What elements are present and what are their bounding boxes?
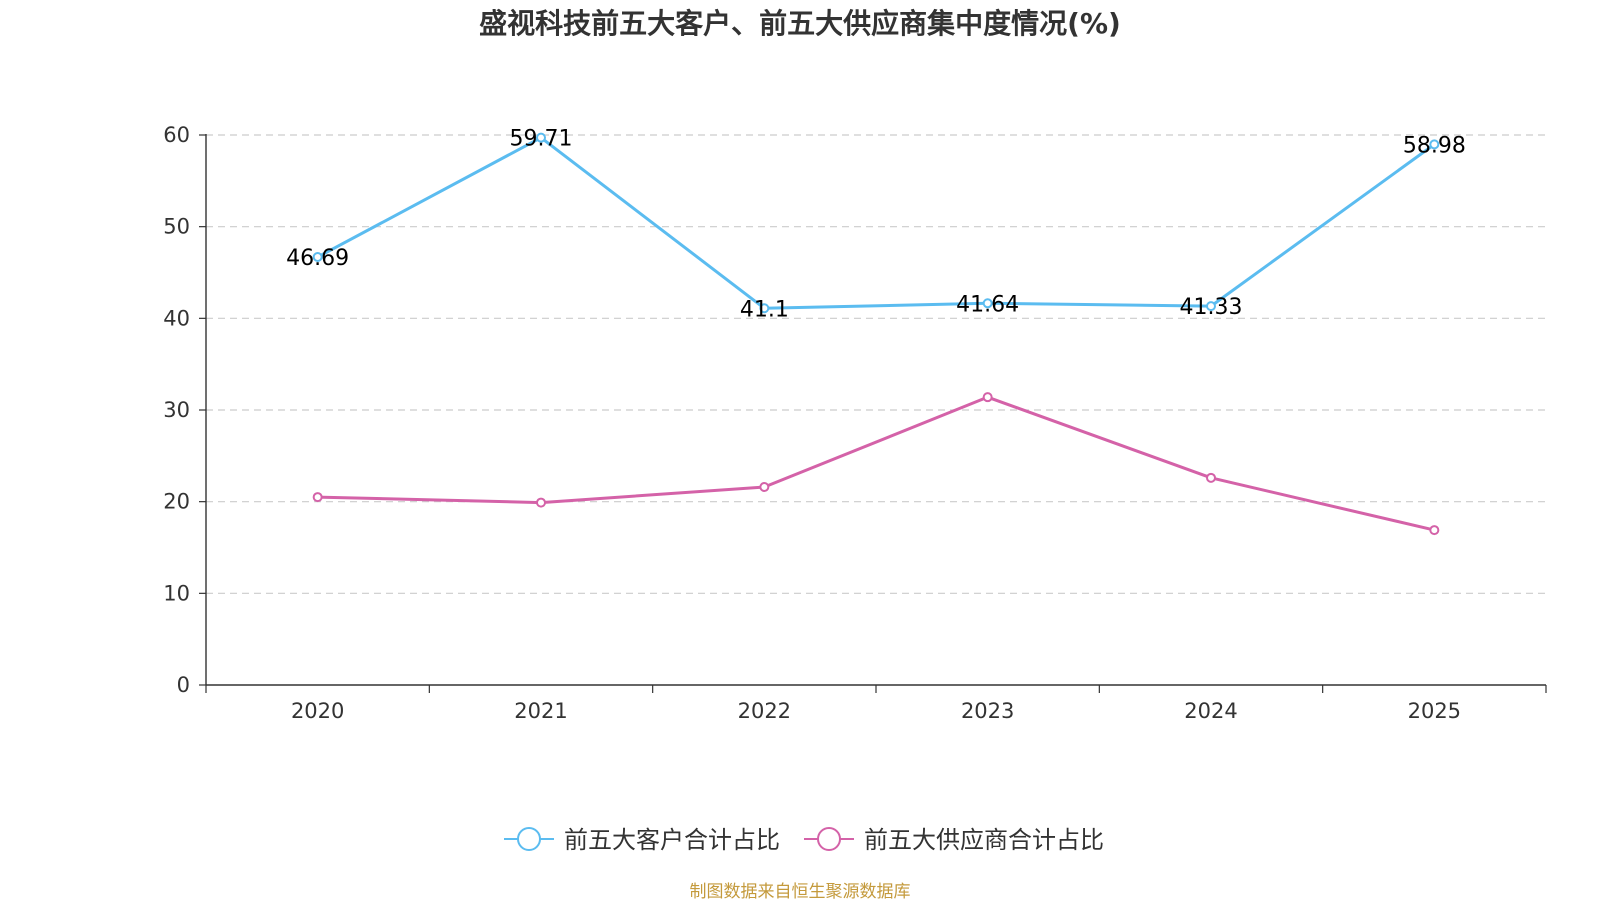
data-label-2020: 46.69: [286, 246, 349, 271]
series-1-point-2024[interactable]: [1206, 301, 1216, 312]
y-tick-label-10: 10: [163, 581, 190, 605]
series-2-point-2020[interactable]: [312, 492, 323, 503]
series-1-point-2023[interactable]: [982, 298, 993, 309]
data-label-2021: 59.71: [510, 127, 573, 152]
x-tick-label-2020: 2020: [291, 699, 344, 723]
series-1-point-2020[interactable]: [312, 252, 323, 263]
chart-title: 盛视科技前五大客户、前五大供应商集中度情况(%): [479, 7, 1121, 40]
x-tick-label-2023: 2023: [961, 699, 1014, 723]
legend-label-2: 前五大供应商合计占比: [864, 826, 1104, 854]
gridlines: [206, 134, 1546, 594]
y-tick-label-50: 50: [163, 215, 190, 239]
legend-marker-2: [817, 827, 841, 851]
x-tick-label-2021: 2021: [514, 699, 567, 723]
data-labels: 46.69 59.71 41.1 41.64 41.33 58.98: [286, 127, 1466, 323]
axes: 0 10 20 30 40 50 60 2020 2021 2022 2023 2024 2025: [163, 123, 1547, 723]
y-tick-label-0: 0: [177, 673, 190, 697]
series-2-point-2025[interactable]: [1429, 525, 1440, 536]
data-label-2023: 41.64: [956, 292, 1019, 317]
series-1-point-2021[interactable]: [536, 132, 546, 143]
series-line-1: [316, 136, 1436, 310]
series-1-point-2022[interactable]: [759, 303, 770, 314]
legend-item-2[interactable]: 前五大供应商合计占比: [804, 826, 1104, 854]
data-label-2025: 58.98: [1403, 133, 1466, 158]
series-2-point-2022[interactable]: [759, 482, 770, 492]
x-tick-label-2022: 2022: [738, 699, 791, 723]
legend-marker-1: [517, 827, 541, 851]
legend[interactable]: 前五大客户合计占比 前五大供应商合计占比: [504, 826, 1104, 854]
series-line-2: [317, 395, 1435, 532]
y-tick-label-40: 40: [163, 306, 190, 330]
series-2-point-2023[interactable]: [982, 392, 993, 403]
legend-label-1: 前五大客户合计占比: [564, 826, 780, 854]
series-lines: [312, 132, 1440, 536]
x-tick-label-2025: 2025: [1408, 699, 1461, 723]
data-label-2024: 41.33: [1180, 295, 1243, 320]
legend-item-1[interactable]: 前五大客户合计占比: [504, 826, 780, 854]
y-tick-label-30: 30: [163, 398, 190, 422]
series-2-point-2021[interactable]: [536, 497, 546, 508]
data-label-2022: 41.1: [740, 297, 789, 322]
y-tick-label-60: 60: [163, 123, 190, 147]
series-2-point-2024[interactable]: [1206, 472, 1216, 483]
x-tick-label-2024: 2024: [1184, 699, 1237, 723]
series-1-point-2025[interactable]: [1429, 139, 1440, 150]
source-note: 制图数据来自恒生聚源数据库: [690, 882, 911, 900]
y-tick-label-20: 20: [163, 490, 190, 514]
